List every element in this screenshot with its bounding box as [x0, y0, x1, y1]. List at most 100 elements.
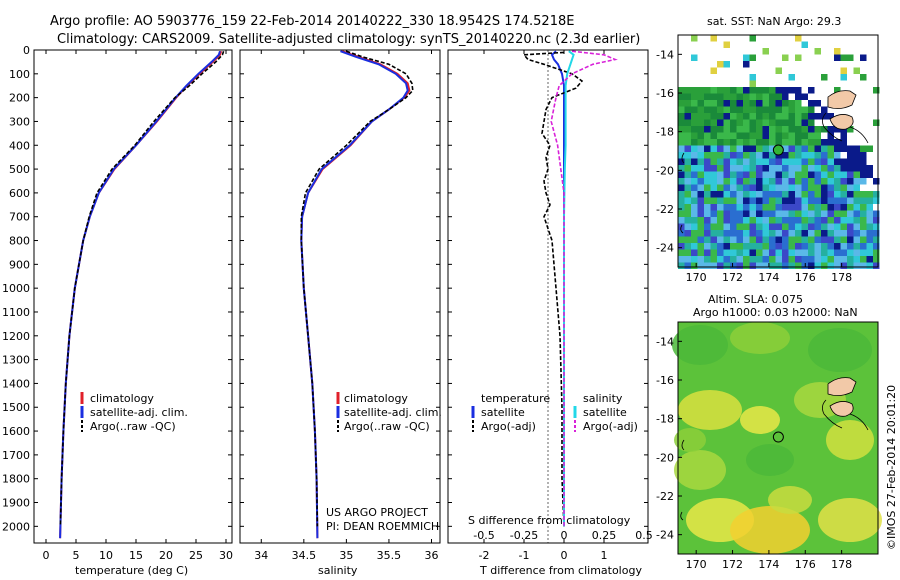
- sst-cell: [775, 236, 782, 243]
- sst-cell: [704, 145, 711, 152]
- sst-cell: [840, 67, 847, 74]
- sst-cell: [756, 106, 763, 113]
- sst-cell: [736, 106, 743, 113]
- sst-cell: [834, 191, 841, 198]
- sst-cell: [795, 132, 802, 139]
- sst-cell: [840, 191, 847, 198]
- sst-cell: [684, 184, 691, 191]
- sst-cell: [821, 113, 828, 120]
- sst-cell: [834, 197, 841, 204]
- sst-cell: [821, 74, 828, 81]
- sst-cell: [691, 217, 698, 224]
- sst-cell: [866, 145, 873, 152]
- legend-satellite: satellite-adj. clim.: [344, 406, 442, 419]
- sst-cell: [756, 126, 763, 133]
- legend-temperature-title: temperature: [481, 392, 550, 405]
- difference-x-axis: -2 -1 0 1: [479, 50, 608, 562]
- sst-cell: [769, 132, 776, 139]
- sst-cell: [691, 35, 698, 42]
- sst-cell: [710, 87, 717, 94]
- sst-cell: [788, 262, 795, 269]
- sst-cell: [762, 132, 769, 139]
- sst-cell: [769, 243, 776, 250]
- sst-cell: [717, 106, 724, 113]
- sst-cell: [678, 126, 685, 133]
- sst-cell: [697, 204, 704, 211]
- sst-cell: [749, 217, 756, 224]
- sst-cell: [788, 132, 795, 139]
- sst-cell: [847, 165, 854, 172]
- sst-cell: [814, 197, 821, 204]
- sst-cell: [801, 230, 808, 237]
- sst-cell: [684, 87, 691, 94]
- island: [829, 114, 854, 130]
- sst-cell: [801, 184, 808, 191]
- sst-cell: [678, 87, 685, 94]
- sst-cell: [730, 106, 737, 113]
- sst-cell: [684, 204, 691, 211]
- depth-tick-label: 1700: [2, 449, 30, 462]
- header-line-1: Argo profile: AO 5903776_159 22-Feb-2014…: [50, 14, 574, 29]
- legend-temperature-argo: Argo(-adj): [481, 420, 536, 433]
- sst-cell: [769, 178, 776, 185]
- s-diff-tick-label: -0.25: [510, 529, 538, 542]
- sst-cell: [723, 158, 730, 165]
- sst-cell: [866, 171, 873, 178]
- sst-cell: [756, 230, 763, 237]
- sst-cell: [808, 243, 815, 250]
- sst-cell: [808, 204, 815, 211]
- sst-cell: [775, 132, 782, 139]
- sst-cell: [684, 126, 691, 133]
- sst-cell: [782, 132, 789, 139]
- sst-cell: [808, 132, 815, 139]
- sst-cell: [769, 262, 776, 269]
- sst-cell: [840, 139, 847, 146]
- sst-cell: [788, 223, 795, 230]
- sst-cell: [743, 197, 750, 204]
- sst-cell: [795, 204, 802, 211]
- difference-series: [522, 50, 618, 527]
- sst-cell: [847, 249, 854, 256]
- sst-cell: [736, 158, 743, 165]
- depth-axis: 0 100 200 300 400 500 600 700 800 900 1000 1100 1200…: [2, 44, 232, 533]
- sst-cell: [775, 139, 782, 146]
- sst-cell: [788, 126, 795, 133]
- sst-cell: [853, 67, 860, 74]
- legend-satellite: satellite-adj. clim.: [90, 406, 188, 419]
- sst-cell: [801, 126, 808, 133]
- sst-cell: [717, 249, 724, 256]
- sst-cell: [756, 204, 763, 211]
- sst-cell: [762, 87, 769, 94]
- sst-cell: [827, 217, 834, 224]
- sst-cell: [717, 171, 724, 178]
- sst-cell: [840, 230, 847, 237]
- sst-cell: [775, 171, 782, 178]
- sst-cell: [853, 165, 860, 172]
- temperature-line-argo: [59, 50, 225, 527]
- sst-cell: [808, 139, 815, 146]
- sst-cell: [684, 236, 691, 243]
- sst-cell: [710, 132, 717, 139]
- sst-cell: [840, 204, 847, 211]
- sst-cell: [834, 223, 841, 230]
- sst-cell: [775, 256, 782, 263]
- sst-cell: [866, 230, 873, 237]
- legend-climatology: climatology: [90, 392, 154, 405]
- sst-cell: [860, 152, 867, 159]
- sst-cell: [801, 178, 808, 185]
- sst-cell: [827, 197, 834, 204]
- sst-cell: [749, 158, 756, 165]
- sst-cell: [749, 236, 756, 243]
- sst-cell: [827, 204, 834, 211]
- sst-cell: [717, 139, 724, 146]
- sst-cell: [840, 171, 847, 178]
- sst-cell: [736, 243, 743, 250]
- sst-cell: [788, 230, 795, 237]
- sst-cell: [730, 100, 737, 107]
- sla-blob: [808, 328, 872, 372]
- sst-cell: [866, 204, 873, 211]
- sst-cell: [710, 171, 717, 178]
- temperature-plot-frame: [33, 49, 233, 544]
- legend-argo: Argo(..raw -QC): [344, 420, 430, 433]
- sst-cell: [827, 165, 834, 172]
